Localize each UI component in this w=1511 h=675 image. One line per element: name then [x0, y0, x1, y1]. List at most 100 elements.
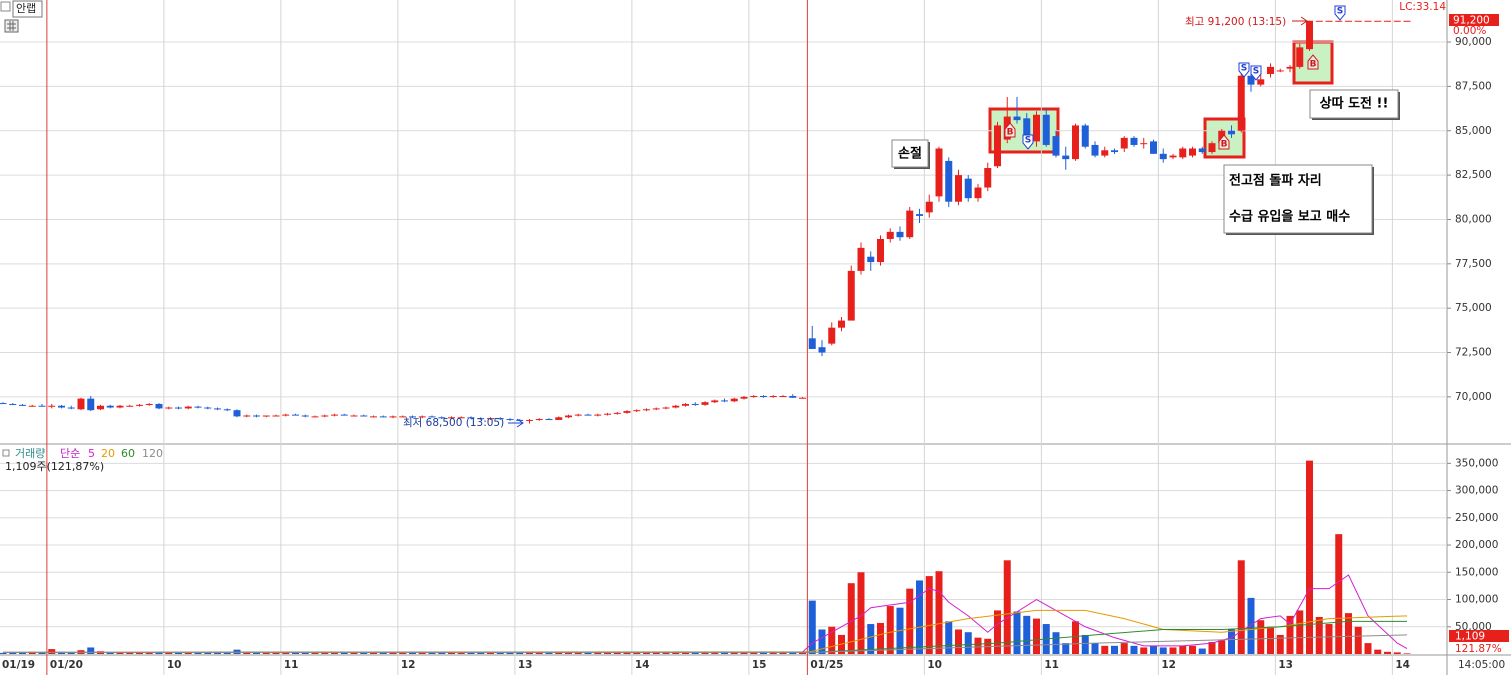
candle-body: [1276, 70, 1284, 72]
lc-label: LC:33.14: [1399, 1, 1446, 13]
volume-bar: [136, 652, 143, 654]
volume-bar: [1384, 651, 1391, 654]
candle-body: [555, 417, 563, 420]
volume-bar: [1257, 620, 1265, 654]
volume-bar: [740, 651, 748, 654]
candle-body: [350, 415, 358, 417]
candle-body: [730, 398, 738, 402]
candle-body: [0, 403, 7, 405]
volume-bar: [1393, 652, 1401, 654]
candle-body: [321, 415, 329, 417]
candle-body: [292, 414, 299, 416]
volume-bar: [243, 652, 251, 654]
volume-bar: [1033, 618, 1040, 654]
note-text: 전고점 돌파 자리: [1229, 173, 1322, 189]
candle-body: [711, 400, 719, 403]
y-tick-label: 100,000: [1455, 594, 1498, 606]
candle-body: [964, 178, 972, 199]
volume-bar: [535, 652, 543, 654]
candle-body: [223, 409, 231, 411]
candle-body: [672, 405, 680, 408]
candle-body: [204, 407, 212, 409]
signal-marker: [1334, 5, 1346, 21]
signal-marker: [1238, 62, 1250, 78]
signal-marker: [1218, 134, 1230, 150]
candle-body: [233, 410, 241, 417]
candle-body: [1062, 155, 1070, 160]
volume-bar: [477, 652, 485, 654]
candle-body: [214, 408, 221, 410]
note-text: 상따 도전 !!: [1320, 96, 1389, 112]
candle-body: [1072, 125, 1079, 160]
y-tick-label: 72,500: [1455, 347, 1492, 359]
volume-bar: [58, 651, 65, 654]
note-box: [1223, 164, 1373, 234]
volume-bar: [516, 652, 524, 654]
volume-bar: [38, 652, 46, 654]
candle-body: [906, 210, 914, 238]
candle-body: [1325, 20, 1333, 22]
candle-body: [1354, 20, 1362, 22]
candle-body: [506, 419, 514, 421]
candle-body: [1111, 150, 1118, 153]
candle-body: [28, 405, 36, 407]
volume-bar: [789, 651, 797, 654]
candle-body: [1159, 153, 1167, 160]
volume-bar: [175, 652, 182, 654]
volume-bar: [994, 610, 1001, 654]
candle-body: [740, 396, 748, 399]
candle-body: [877, 238, 884, 263]
ma-line: [3, 634, 1408, 653]
volume-bar: [925, 576, 933, 654]
volume-bar: [155, 651, 163, 654]
candle-body: [974, 187, 982, 199]
volume-bar: [321, 652, 329, 654]
candle-body: [1130, 137, 1138, 145]
volume-bar: [1003, 560, 1011, 654]
volume-bar: [311, 652, 319, 654]
note-text: 손절: [898, 147, 922, 162]
volume-bar: [1276, 634, 1284, 654]
candle-body: [818, 347, 826, 353]
volume-bar: [935, 571, 943, 654]
candle-body: [721, 400, 728, 402]
volume-bar: [1091, 643, 1099, 654]
candle-body: [360, 415, 368, 417]
candle-body: [1247, 75, 1255, 85]
candle-body: [1120, 137, 1128, 149]
candle-body: [769, 395, 777, 397]
volume-bar: [565, 652, 572, 654]
volume-bar: [1364, 643, 1372, 654]
candle-body: [1286, 66, 1294, 69]
candle-body: [633, 410, 641, 412]
candle-body: [1335, 20, 1343, 22]
volume-bar: [1159, 647, 1167, 654]
volume-bar: [955, 629, 962, 654]
candle-body: [477, 418, 485, 420]
volume-bar: [1208, 642, 1216, 654]
candle-body: [370, 416, 377, 418]
volume-bar: [574, 652, 582, 654]
volume-bar: [1150, 645, 1157, 654]
title-box: [12, 0, 43, 18]
volume-bar: [808, 600, 816, 654]
y-tick-label: 70,000: [1455, 391, 1492, 403]
volume-bar: [1306, 460, 1313, 654]
volume-bar: [1189, 645, 1196, 654]
candle-body: [175, 407, 182, 409]
volume-bar: [1267, 626, 1274, 654]
volume-bar: [67, 652, 75, 654]
candle-body: [1198, 148, 1206, 153]
x-tick-label: 15: [752, 659, 767, 671]
candle-body: [145, 403, 153, 405]
volume-bar: [1325, 624, 1333, 654]
volume-bar: [340, 652, 348, 654]
signal-marker: [1022, 134, 1034, 150]
icon: [0, 1, 11, 12]
volume-bar: [467, 652, 475, 654]
volume-title: 거래량: [15, 447, 45, 460]
note-box: [1309, 89, 1399, 119]
candle-body: [253, 415, 260, 417]
